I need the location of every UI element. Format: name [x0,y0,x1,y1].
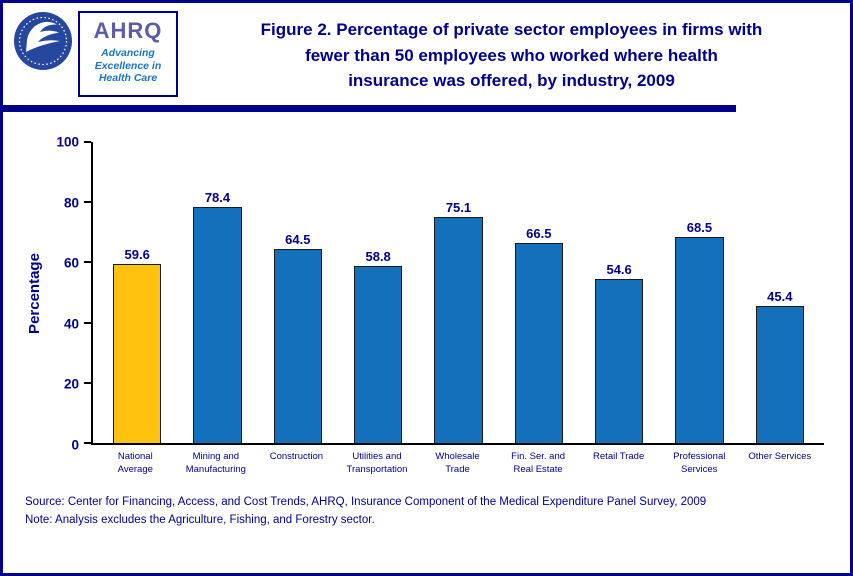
source-note: Source: Center for Financing, Access, an… [25,495,707,508]
ahrq-tagline: Advancing Excellence in Health Care [94,47,162,85]
plot-area: 59.6 78.4 64.5 58.8 75.1 66.5 54.6 68.5 45.4 [84,141,824,445]
bar [755,306,804,443]
y-tick-mark [84,261,91,264]
bar-value-label: 78.4 [204,190,231,206]
y-tick-mark [84,141,91,143]
bar [354,266,403,443]
bar-group: 54.6 [579,142,659,443]
bar-group: 68.5 [659,142,739,443]
bar-value-label: 64.5 [285,231,311,247]
bar-value-label: 66.5 [526,225,552,241]
y-axis-label-wrap: Percentage [17,142,51,445]
header: AHRQ Advancing Excellence in Health Care… [3,3,850,101]
bar-group: 58.8 [338,142,418,443]
figure-title: Figure 2. Percentage of private sector e… [260,20,763,90]
plot-row: 0 20 40 60 80 100 59.6 78.4 64.5 58.8 75.1 66.5 54.… [51,135,824,453]
x-axis-category-label: Mining and Manufacturing [185,451,246,476]
x-axis-category-label: Other Services [748,451,812,462]
logo-group: AHRQ Advancing Excellence in Health Care [13,11,185,97]
x-axis-category-label: Construction [269,451,324,462]
footer: Source: Center for Financing, Access, an… [25,493,850,530]
bars-row: 59.6 78.4 64.5 58.8 75.1 66.5 54.6 68.5 45.4 [93,142,824,443]
bar-group: 78.4 [177,142,257,443]
x-axis-category-label: National Average [117,451,153,476]
bar-value-label: 68.5 [686,219,713,235]
y-tick-label: 80 [63,195,79,211]
chart-main: 0 20 40 60 80 100 59.6 78.4 64.5 58.8 75.1 66.5 54.… [51,135,824,477]
y-tick-label: 20 [63,376,79,392]
x-axis-category-label: Professional Services [673,451,726,476]
title-divider [3,105,736,112]
y-tick-label: 100 [56,134,79,150]
y-tick-label: 60 [63,255,79,271]
y-tick-label: 0 [71,437,79,453]
ahrq-logo: AHRQ Advancing Excellence in Health Care [78,11,178,97]
bar-group: 59.6 [97,142,177,443]
bar-group: 45.4 [740,142,820,443]
bar-chart: Percentage 0 20 40 60 80 100 59.6 78.4 64.5 58.8… [17,135,824,477]
y-axis: 0 20 40 60 80 100 [51,135,91,453]
bar [273,248,322,443]
bar [514,242,563,443]
y-tick-mark [84,201,91,204]
y-tick-mark [84,442,91,444]
bar-value-label: 45.4 [767,289,793,305]
bar-value-label: 58.8 [365,249,391,265]
y-tick-mark [84,381,91,384]
x-axis-category-label: Utilities and Transportation [346,451,408,476]
x-axis-category-label: Wholesale Trade [435,451,480,476]
bar [434,216,483,443]
bar [113,263,162,443]
bar-value-label: 54.6 [606,261,632,277]
bar-group: 75.1 [418,142,498,443]
bar-value-label: 59.6 [124,246,150,262]
y-tick-label: 40 [63,316,79,332]
bar-group: 66.5 [499,142,579,443]
bar [675,236,724,443]
bar-value-label: 75.1 [445,199,472,215]
x-axis-category-label: Retail Trade [593,451,645,462]
x-axis-category-label: Fin. Ser. and Real Estate [511,451,566,476]
hhs-seal-icon [13,11,73,71]
analysis-note: Note: Analysis excludes the Agriculture,… [25,513,375,526]
x-axis-labels: National Average Mining and Manufacturing… [91,445,824,477]
ahrq-logo-text: AHRQ [93,18,163,43]
y-tick-mark [84,321,91,324]
bar-group: 64.5 [258,142,338,443]
y-axis-label: Percentage [25,253,43,334]
bar [595,278,644,443]
bar [193,207,242,443]
